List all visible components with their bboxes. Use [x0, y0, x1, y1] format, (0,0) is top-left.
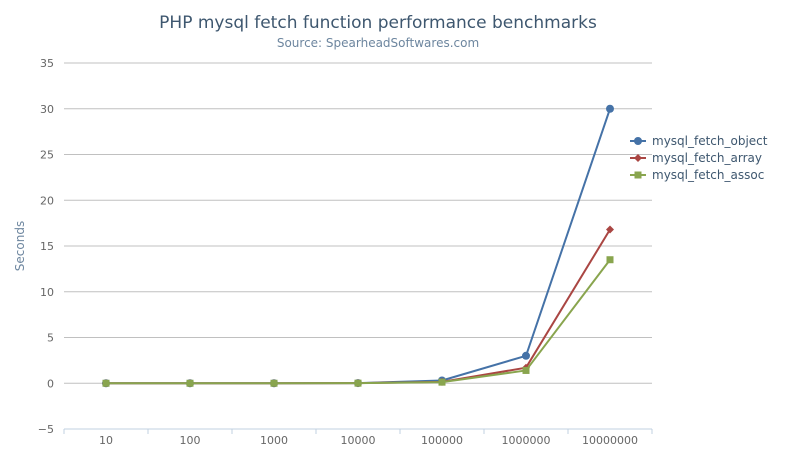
x-tick-label: 10000 — [341, 434, 376, 447]
legend-label: mysql_fetch_object — [652, 134, 768, 148]
y-axis-label: Seconds — [13, 221, 27, 271]
legend-label: mysql_fetch_assoc — [652, 168, 764, 182]
y-tick-label: 5 — [47, 332, 54, 345]
x-tick-label: 1000 — [260, 434, 288, 447]
legend-label: mysql_fetch_array — [652, 151, 762, 165]
data-point — [270, 379, 278, 387]
series-mysql_fetch_assoc — [102, 256, 614, 387]
y-tick-label: 0 — [47, 377, 54, 390]
data-point — [522, 366, 530, 374]
data-point — [522, 351, 530, 360]
y-tick-label: 15 — [40, 240, 54, 253]
data-point — [606, 104, 614, 113]
legend-marker — [634, 171, 642, 179]
x-tick-label: 10000000 — [582, 434, 638, 447]
chart-subtitle: Source: SpearheadSoftwares.com — [277, 36, 479, 50]
x-axis-ticks: 10 100 1000 10000 100000 1000000 10000000 — [99, 434, 638, 447]
x-tick-label: 1000000 — [502, 434, 551, 447]
legend[interactable]: mysql_fetch_object mysql_fetch_arraymysql… — [630, 134, 768, 182]
series-line — [106, 259, 611, 385]
legend-item[interactable]: mysql_fetch_object — [630, 134, 768, 148]
y-tick-label: 10 — [40, 286, 54, 299]
x-tick-label: 100 — [180, 434, 201, 447]
y-axis-ticks: −5 0 5 10 15 20 25 30 35 — [38, 57, 54, 436]
plot-area — [102, 104, 614, 388]
x-axis — [63, 428, 653, 434]
x-tick-label: 100000 — [421, 434, 463, 447]
data-point — [186, 379, 194, 387]
data-point — [438, 378, 446, 386]
y-tick-label: 30 — [40, 103, 54, 116]
chart-title: PHP mysql fetch function performance ben… — [159, 13, 597, 33]
data-point — [606, 225, 614, 234]
y-tick-label: 20 — [40, 194, 54, 207]
legend-item[interactable]: mysql_fetch_assoc — [630, 168, 764, 182]
data-point — [102, 379, 110, 387]
y-tick-label: 25 — [40, 149, 54, 162]
legend-marker — [634, 137, 642, 145]
y-tick-label: 35 — [40, 57, 54, 70]
legend-item[interactable]: mysql_fetch_array — [630, 151, 762, 165]
y-tick-label: −5 — [38, 423, 54, 436]
series-mysql_fetch_array — [102, 225, 614, 388]
data-point — [606, 256, 614, 264]
data-point — [354, 379, 362, 387]
legend-marker — [634, 154, 642, 162]
x-tick-label: 10 — [99, 434, 113, 447]
